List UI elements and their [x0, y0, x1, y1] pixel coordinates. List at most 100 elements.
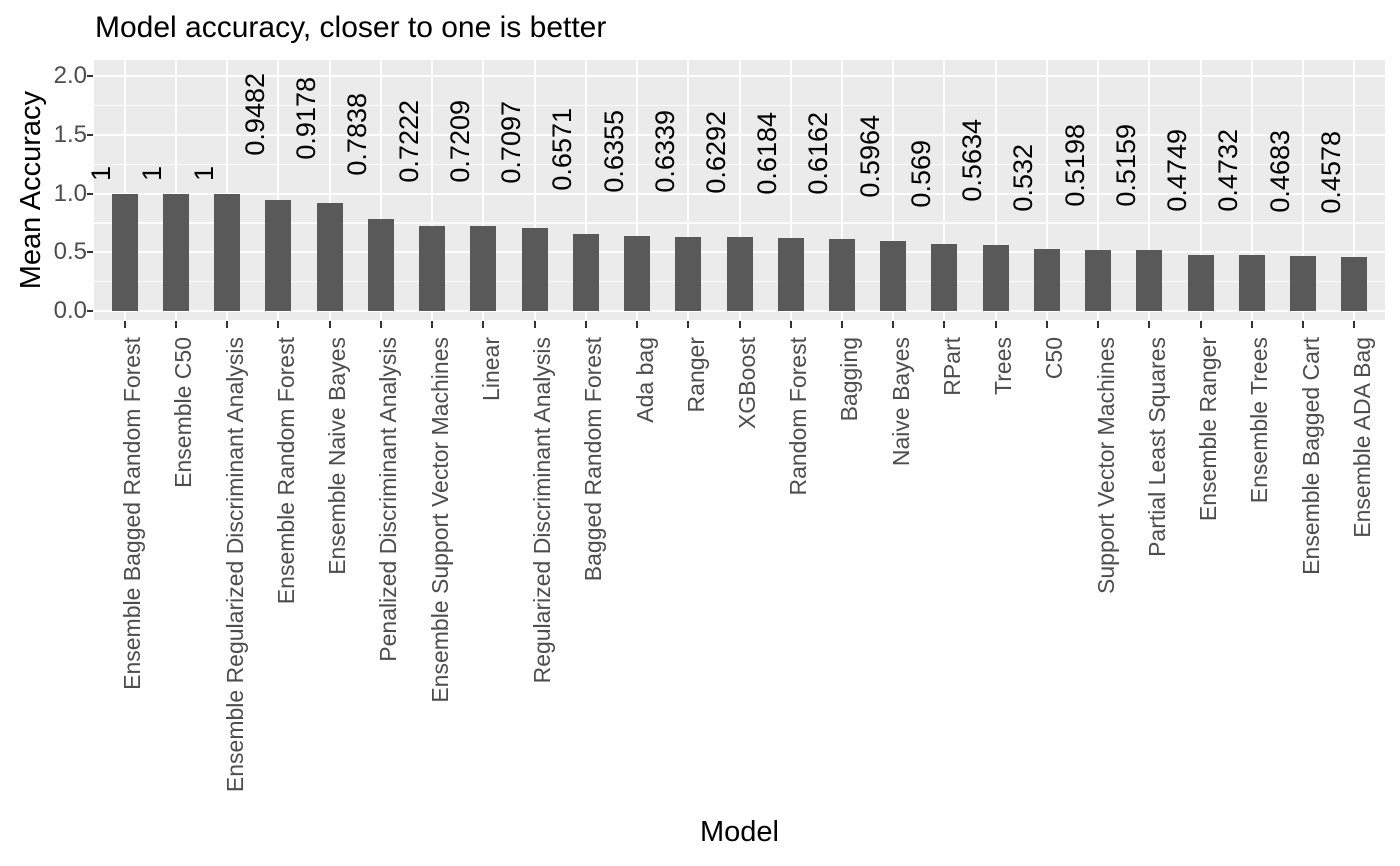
x-tick-mark — [174, 321, 177, 328]
x-axis-tick-label: Regularized Discriminant Analysis — [529, 337, 556, 684]
bar-value-label: 0.6339 — [649, 110, 680, 193]
x-axis-tick-label: Trees — [990, 337, 1017, 395]
x-axis-tick-label: Partial Least Squares — [1143, 337, 1170, 557]
gridline-major-vertical — [1148, 60, 1151, 320]
bar-value-label: 0.7209 — [444, 100, 475, 183]
bar — [880, 241, 907, 311]
x-tick-mark — [1097, 321, 1100, 328]
bar-value-label: 0.7838 — [342, 92, 373, 176]
plot-panel — [94, 60, 1385, 320]
y-tick-mark — [87, 192, 93, 195]
gridline-major-vertical — [994, 60, 997, 320]
x-tick-mark — [482, 321, 485, 328]
x-tick-mark — [789, 321, 792, 328]
y-tick-mark — [87, 75, 93, 78]
bar-value-label: 0.5964 — [854, 114, 885, 198]
bar — [982, 244, 1009, 311]
x-tick-mark — [1199, 321, 1202, 328]
x-axis-tick-label: RPart — [938, 337, 965, 396]
gridline-major-vertical — [328, 60, 331, 320]
plot-title: Model accuracy, closer to one is better — [95, 11, 607, 44]
y-tick-mark — [87, 134, 93, 137]
x-axis-tick-label: Ensemble ADA Bag — [1348, 337, 1375, 538]
x-tick-mark — [379, 321, 382, 328]
x-axis-tick-label: XGBoost — [734, 337, 760, 430]
bar — [572, 233, 599, 311]
gridline-major-vertical — [1045, 60, 1048, 320]
gridline-major-vertical — [636, 60, 639, 320]
bar — [162, 193, 189, 311]
x-axis-tick-label: Ensemble Support Vector Machines — [426, 337, 453, 703]
gridline-major-vertical — [431, 60, 434, 320]
x-tick-mark — [738, 321, 741, 328]
x-axis-title: Model — [700, 816, 779, 848]
bar-value-label: 0.6184 — [752, 112, 783, 195]
bar — [726, 237, 753, 311]
gridline-major-vertical — [1353, 60, 1356, 320]
x-axis-tick-label: Random Forest — [785, 337, 812, 496]
x-axis-tick-label: Ensemble Bagged Cart — [1297, 337, 1324, 575]
x-tick-mark — [533, 321, 536, 328]
bar-value-label: 1 — [137, 165, 168, 181]
bar — [1085, 250, 1112, 311]
gridline-major-vertical — [277, 60, 280, 320]
y-axis-tick-label: 1.0 — [53, 179, 87, 207]
gridline-major-vertical — [789, 60, 792, 320]
bar-value-label: 0.569 — [905, 139, 936, 208]
bar — [1341, 257, 1368, 311]
x-axis-tick-label: C50 — [1041, 337, 1068, 380]
x-axis-tick-label: Ranger — [682, 337, 709, 413]
gridline-major-vertical — [943, 60, 946, 320]
x-axis-tick-label: Bagging — [836, 337, 863, 422]
x-axis-tick-label: Support Vector Machines — [1092, 337, 1119, 594]
x-tick-mark — [636, 321, 639, 328]
bar — [265, 199, 292, 311]
x-tick-mark — [1148, 321, 1151, 328]
x-axis-tick-label: Ensemble Bagged Random Forest — [119, 337, 146, 690]
x-axis-tick-label: Bagged Random Forest — [580, 337, 607, 582]
x-tick-mark — [1353, 321, 1356, 328]
y-axis-tick-label: 0.0 — [53, 297, 87, 324]
bar-value-label: 0.9178 — [291, 76, 322, 160]
x-tick-mark — [687, 321, 690, 328]
x-tick-mark — [431, 321, 434, 328]
gridline-major-vertical — [584, 60, 587, 320]
bar-value-label: 0.4749 — [1162, 128, 1193, 212]
x-tick-mark — [328, 321, 331, 328]
gridline-major-vertical — [1250, 60, 1253, 320]
bar-value-label: 1 — [86, 165, 117, 181]
x-tick-mark — [943, 321, 946, 328]
bar-value-label: 0.6292 — [701, 110, 731, 194]
x-tick-mark — [226, 321, 229, 328]
bar — [1033, 248, 1060, 311]
x-axis-tick-label: Ensemble Trees — [1246, 337, 1273, 504]
bar-value-label: 0.5198 — [1059, 123, 1090, 207]
bar-value-label: 1 — [188, 165, 219, 181]
bar — [316, 203, 343, 311]
gridline-major-vertical — [1302, 60, 1305, 320]
bar-value-label: 0.4683 — [1264, 129, 1295, 213]
bar — [777, 238, 804, 311]
bar — [419, 226, 446, 311]
bar-value-label: 0.7222 — [393, 99, 424, 183]
x-tick-mark — [584, 321, 587, 328]
bar — [1187, 255, 1214, 311]
gridline-major-vertical — [840, 60, 843, 320]
bar — [624, 236, 651, 311]
x-axis-tick-label: Ensemble Regularized Discriminant Analys… — [221, 337, 248, 793]
y-tick-mark — [87, 251, 93, 254]
bar — [1290, 256, 1317, 311]
x-tick-mark — [277, 321, 280, 328]
gridline-major-vertical — [379, 60, 382, 320]
x-axis-tick-label: Ensemble Naive Bayes — [324, 337, 351, 575]
bar — [521, 227, 548, 311]
bar — [675, 236, 702, 311]
x-tick-mark — [840, 321, 843, 328]
bar-value-label: 0.6355 — [598, 110, 629, 193]
x-axis-tick-label: Ensemble Random Forest — [272, 337, 299, 605]
gridline-major-vertical — [1097, 60, 1100, 320]
gridline-major-vertical — [174, 60, 177, 320]
bar — [111, 193, 138, 311]
x-axis-tick-label: Ada bag — [631, 337, 658, 423]
